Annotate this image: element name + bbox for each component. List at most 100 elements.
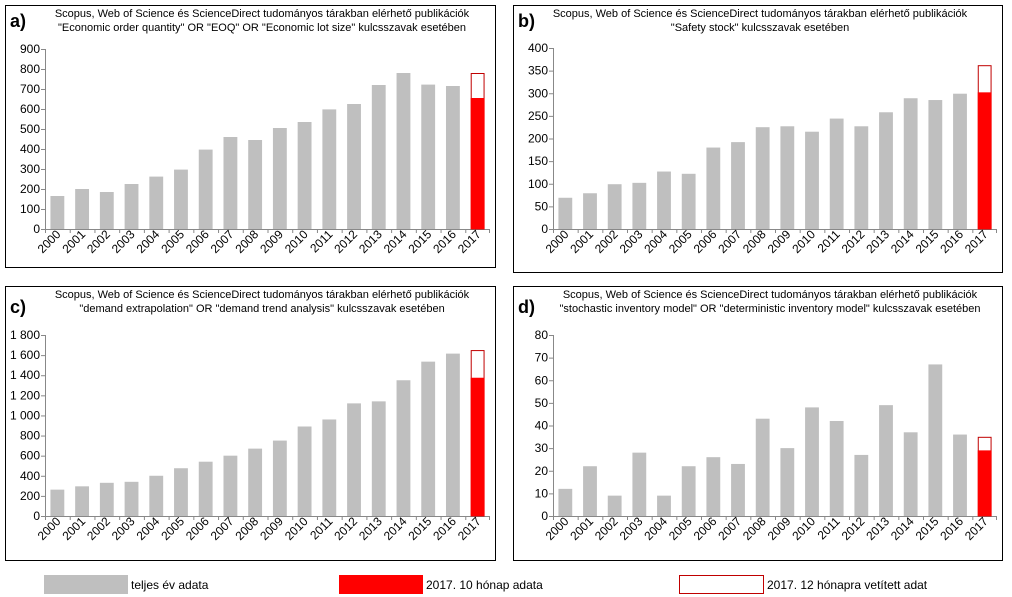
bar-2014 (903, 98, 918, 229)
bar-2001 (583, 466, 597, 516)
bar-2015 (421, 84, 436, 229)
bar-2017 (977, 92, 992, 229)
bar-2003 (124, 481, 139, 516)
bar-2011 (829, 420, 844, 516)
bar-2000 (558, 488, 573, 516)
legend-swatch-full-year (44, 575, 128, 594)
bar-2001 (75, 189, 90, 229)
legend-label-projected: 2017. 12 hónapra vetített adat (767, 578, 928, 592)
bar-2008 (755, 418, 770, 516)
y-tick-label: 800 (20, 62, 40, 76)
bar-2015 (421, 361, 436, 516)
y-tick-label: 50 (535, 199, 549, 213)
y-tick-label: 50 (535, 396, 549, 410)
bar-2007 (731, 142, 745, 229)
y-tick-label: 1 400 (10, 368, 40, 382)
bar-2016 (953, 93, 967, 229)
panel-label: d) (518, 297, 535, 317)
bar-2010 (297, 426, 312, 516)
bar-2002 (99, 192, 114, 229)
y-tick-label: 300 (528, 86, 548, 100)
bar-2012 (347, 403, 361, 516)
bar-2012 (854, 454, 869, 516)
bar-2008 (755, 127, 770, 229)
y-tick-label: 20 (535, 464, 549, 478)
bar-2010 (297, 122, 312, 229)
y-tick-label: 1 600 (10, 348, 40, 362)
bar-2017 (470, 377, 485, 516)
bar-2007 (223, 137, 238, 229)
bar-2005 (681, 466, 696, 516)
y-tick-label: 800 (20, 429, 40, 443)
y-tick-label: 900 (20, 42, 40, 56)
bar-2003 (632, 182, 647, 229)
chart-title-line: Scopus, Web of Science és ScienceDirect … (553, 8, 968, 20)
y-tick-label: 100 (528, 177, 548, 191)
bar-2009 (272, 440, 287, 516)
legend-swatch-projected (679, 575, 764, 594)
bar-2011 (322, 109, 337, 229)
y-tick-label: 60 (535, 373, 549, 387)
bar-2000 (50, 196, 65, 229)
y-tick-label: 1 800 (10, 328, 40, 342)
y-tick-label: 30 (535, 441, 549, 455)
bar-2003 (632, 452, 647, 516)
y-tick-label: 100 (20, 202, 40, 216)
bar-2004 (149, 475, 164, 516)
bar-2006 (706, 457, 721, 516)
legend-label-partial: 2017. 10 hónap adata (426, 578, 543, 592)
bar-2013 (371, 401, 386, 516)
y-tick-label: 150 (528, 154, 548, 168)
y-tick-label: 250 (528, 109, 548, 123)
bar-2007 (731, 463, 745, 516)
bar-2002 (607, 495, 622, 516)
bar-2007 (223, 455, 238, 516)
y-tick-label: 200 (20, 489, 40, 503)
chart-title-line: "demand extrapolation" OR "demand trend … (79, 303, 444, 315)
y-tick-label: 300 (20, 162, 40, 176)
bar-2005 (174, 169, 188, 229)
bar-2016 (953, 434, 967, 516)
bar-2009 (780, 126, 795, 229)
y-tick-label: 1 000 (10, 408, 40, 422)
bar-2008 (248, 140, 263, 229)
bar-2002 (607, 184, 622, 229)
bar-2013 (879, 112, 893, 229)
bar-2014 (396, 73, 411, 229)
chart-title-line: "Economic order quantity" OR "EOQ" OR "E… (58, 22, 466, 34)
chart-panel-3: d) Scopus, Web of Science és ScienceDirec… (513, 286, 1003, 561)
y-tick-label: 200 (528, 132, 548, 146)
bar-2014 (903, 432, 918, 516)
chart-title-line: Scopus, Web of Science és ScienceDirect … (55, 8, 470, 20)
panel-label: b) (518, 11, 535, 31)
bar-2015 (928, 364, 943, 516)
y-tick-label: 10 (535, 486, 549, 500)
bar-2015 (928, 100, 943, 229)
y-tick-label: 600 (20, 449, 40, 463)
bar-2009 (272, 128, 287, 229)
bar-2006 (706, 147, 721, 229)
bar-2016 (445, 353, 460, 516)
y-tick-label: 400 (20, 469, 40, 483)
bar-2002 (99, 482, 114, 516)
panel-label: a) (10, 11, 26, 31)
chart-panel-0: a) Scopus, Web of Science és ScienceDirec… (5, 5, 496, 268)
chart-title-line: "stochastic inventory model" OR "determi… (560, 303, 981, 315)
bar-2005 (681, 173, 696, 229)
bar-2012 (347, 104, 361, 229)
y-tick-label: 200 (20, 182, 40, 196)
bar-2004 (149, 176, 164, 229)
y-tick-label: 500 (20, 122, 40, 136)
chart-title-line: "Safety stock" kulcsszavak esetében (671, 22, 849, 34)
legend-label-full-year: teljes év adata (131, 578, 209, 592)
y-tick-label: 400 (528, 41, 548, 55)
y-tick-label: 40 (535, 419, 549, 433)
bar-2005 (174, 468, 188, 516)
bar-2010 (805, 407, 819, 516)
y-tick-label: 0 (33, 509, 40, 523)
legend-swatch-partial (339, 575, 423, 594)
chart-title-line: Scopus, Web of Science és ScienceDirect … (55, 289, 470, 301)
bar-2001 (583, 193, 597, 229)
y-tick-label: 70 (535, 351, 549, 365)
